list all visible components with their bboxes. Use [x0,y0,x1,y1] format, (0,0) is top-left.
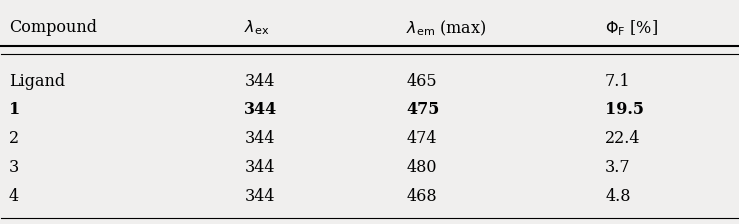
Text: 344: 344 [245,73,275,90]
Text: 480: 480 [406,159,437,176]
Text: 2: 2 [9,130,19,147]
Text: 344: 344 [245,130,275,147]
Text: Ligand: Ligand [9,73,65,90]
Text: 4: 4 [9,187,19,205]
Text: 468: 468 [406,187,437,205]
Text: 465: 465 [406,73,437,90]
Text: 3: 3 [9,159,19,176]
Text: 19.5: 19.5 [605,101,644,118]
Text: 474: 474 [406,130,437,147]
Text: 344: 344 [245,187,275,205]
Text: 344: 344 [245,159,275,176]
Text: 475: 475 [406,101,440,118]
Text: $\lambda_{\rm ex}$: $\lambda_{\rm ex}$ [245,19,270,37]
Text: 1: 1 [9,101,20,118]
Text: 7.1: 7.1 [605,73,630,90]
Text: 3.7: 3.7 [605,159,630,176]
Text: 4.8: 4.8 [605,187,630,205]
Text: $\lambda_{\rm em}$ (max): $\lambda_{\rm em}$ (max) [406,18,487,38]
Text: $\mathit{\Phi}_{\rm F}$ [%]: $\mathit{\Phi}_{\rm F}$ [%] [605,18,658,38]
Text: 344: 344 [245,101,278,118]
Text: Compound: Compound [9,19,97,37]
Text: 22.4: 22.4 [605,130,641,147]
